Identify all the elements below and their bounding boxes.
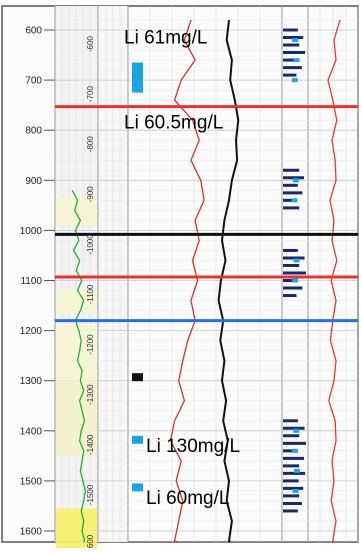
lithology-interval <box>56 380 97 456</box>
log-curve-2 <box>217 19 240 543</box>
inner-depth-label: -1300 <box>86 384 95 405</box>
sample-marker <box>132 373 143 382</box>
lithium-annotation: Li 60.5mg/L <box>124 113 223 134</box>
lithology-interval <box>56 508 97 552</box>
depth-tick-label: 1600 <box>20 527 43 538</box>
inner-depth-label: -600 <box>86 35 95 52</box>
inner-depth-label: -1400 <box>86 434 95 455</box>
depth-tick-label: 800 <box>25 126 42 137</box>
sample-marker <box>132 62 143 93</box>
image-log-highlight <box>293 468 300 473</box>
log-curve-1 <box>169 19 205 543</box>
depth-tick-label: 700 <box>25 76 42 87</box>
lithium-annotation: Li 60mg/L <box>146 488 229 509</box>
inner-depth-label: -1500 <box>86 484 95 505</box>
lithology-interval <box>56 325 97 381</box>
image-log-highlight <box>291 448 298 453</box>
depth-tick-label: 1500 <box>20 476 43 487</box>
image-log-highlight <box>292 178 299 183</box>
depth-tick-label: 1300 <box>20 376 43 387</box>
inner-depth-label: -900 <box>86 186 95 203</box>
depth-tick-label: 1100 <box>20 276 42 287</box>
inner-depth-label: -1600 <box>86 534 95 548</box>
depth-tick-label: 900 <box>25 176 42 187</box>
log-curve-3 <box>327 19 341 543</box>
depth-tick-label: 1200 <box>20 326 43 337</box>
image-log-highlight <box>292 488 299 493</box>
sample-marker <box>132 435 143 444</box>
inner-depth-label: -800 <box>86 136 95 153</box>
lithology-interval <box>56 290 97 314</box>
image-log-highlight <box>293 428 300 433</box>
image-log-highlight <box>291 78 298 83</box>
image-log-highlight <box>293 258 300 263</box>
depth-tick-label: 1000 <box>20 226 43 237</box>
image-log-highlight <box>292 38 299 43</box>
inner-depth-label: -1100 <box>86 284 95 304</box>
inner-depth-label: -700 <box>86 86 95 103</box>
depth-tick-label: 600 <box>25 26 42 37</box>
log-curve-0 <box>71 189 86 543</box>
image-log-highlight <box>292 278 299 283</box>
lithium-annotation: Li 61mg/L <box>124 28 207 49</box>
image-log-highlight <box>291 198 298 203</box>
inner-depth-label: -1200 <box>86 334 95 355</box>
image-log-highlight <box>293 58 300 63</box>
lithium-annotation: Li 130mg/L <box>146 436 240 457</box>
sample-marker <box>132 483 143 492</box>
depth-tick-label: 1400 <box>20 426 43 437</box>
inner-depth-label: -1000 <box>86 234 95 255</box>
